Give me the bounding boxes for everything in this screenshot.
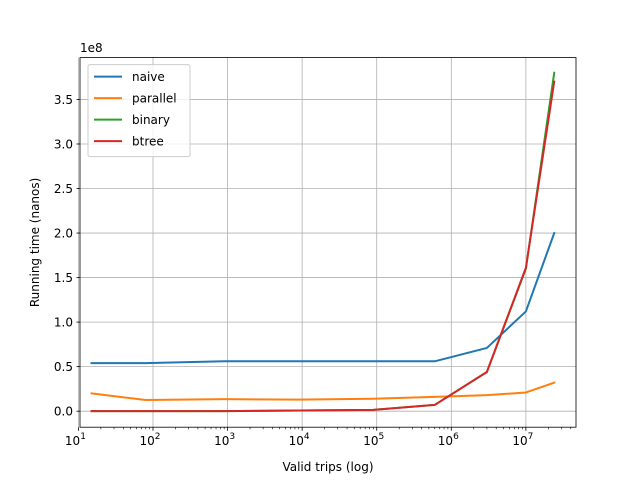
legend-label-binary: binary bbox=[132, 113, 170, 127]
legend-label-parallel: parallel bbox=[132, 91, 177, 105]
legend: naive parallel binary btree bbox=[87, 64, 191, 158]
x-axis-ticks: 101 102 103 104 105 106 107 bbox=[65, 427, 572, 448]
x-tick-label: 102 bbox=[139, 432, 160, 448]
y-tick-label: 1.0 bbox=[54, 315, 73, 329]
series-line-parallel bbox=[90, 381, 556, 402]
y-tick-label: 3.5 bbox=[54, 93, 73, 107]
legend-box bbox=[87, 64, 191, 158]
y-tick-label: 2.0 bbox=[54, 226, 73, 240]
legend-label-btree: btree bbox=[132, 134, 164, 148]
x-tick-label: 104 bbox=[289, 432, 310, 448]
series-lines bbox=[90, 71, 556, 413]
y-tick-label: 1.5 bbox=[54, 271, 73, 285]
plot-frame bbox=[79, 57, 577, 428]
series-line-btree bbox=[90, 80, 556, 413]
x-tick-label: 101 bbox=[65, 432, 86, 448]
x-tick-label: 103 bbox=[214, 432, 235, 448]
y-tick-label: 2.5 bbox=[54, 182, 73, 196]
y-tick-label: 0.0 bbox=[54, 404, 73, 418]
y-axis-ticks: 0.0 0.5 1.0 1.5 2.0 2.5 3.0 3.5 bbox=[54, 93, 80, 418]
y-offset-text: 1e8 bbox=[80, 41, 103, 55]
y-tick-label: 3.0 bbox=[54, 137, 73, 151]
legend-label-naive: naive bbox=[132, 70, 165, 84]
x-axis-title: Valid trips (log) bbox=[282, 460, 373, 474]
y-axis-title: Running time (nanos) bbox=[28, 178, 42, 307]
series-line-naive bbox=[90, 231, 556, 365]
y-tick-label: 0.5 bbox=[54, 360, 73, 374]
x-tick-label: 107 bbox=[512, 432, 533, 448]
x-tick-label: 106 bbox=[438, 432, 459, 448]
x-tick-label: 105 bbox=[363, 432, 384, 448]
